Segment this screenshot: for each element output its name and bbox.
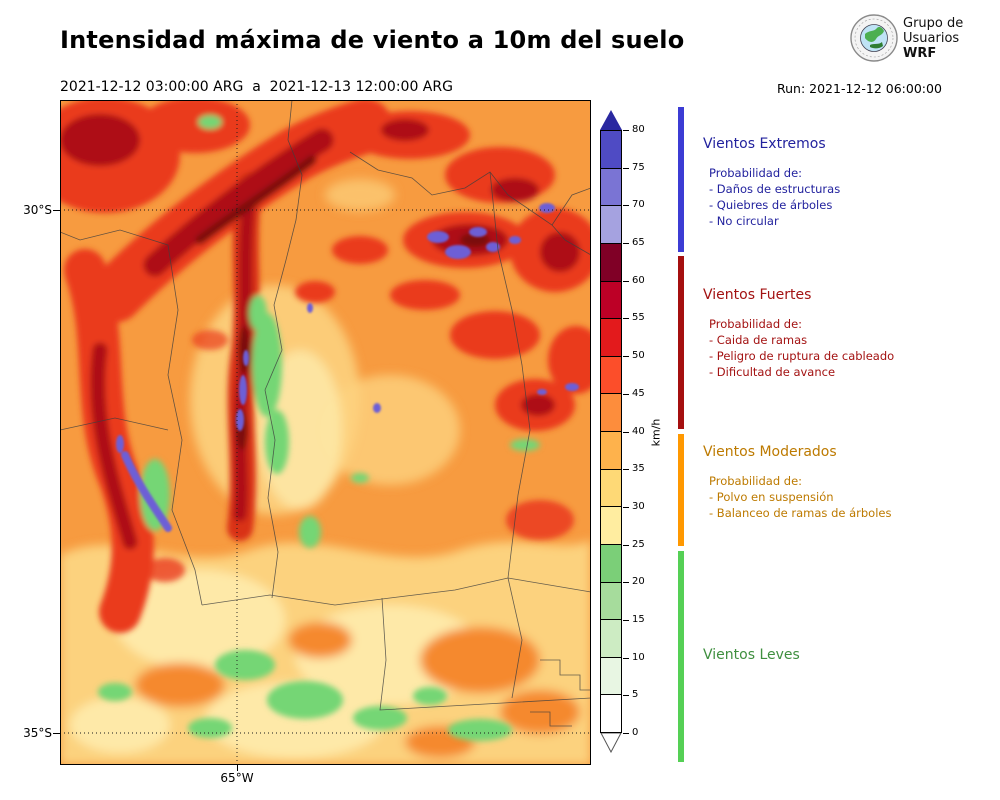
colorbar-tick-label: 5 — [622, 689, 639, 701]
legend-bar-moderados — [678, 434, 684, 546]
colorbar-ticks: 0 5 10 15 20 25 30 35 40 45 50 55 60 65 70 75 80 — [622, 125, 658, 738]
wind-intensity-map-svg — [60, 100, 591, 765]
colorbar-segment — [601, 280, 621, 319]
colorbar-segment — [601, 694, 621, 732]
legend-title-moderados: Vientos Moderados — [703, 444, 837, 460]
colorbar-tick-label: 0 — [622, 727, 639, 738]
legend-leves: Vientos Leves — [703, 647, 993, 676]
legend-moderados: Vientos Moderados Probabilidad de: - Pol… — [703, 444, 993, 521]
legend-item: - Balanceo de ramas de árboles — [709, 506, 892, 520]
colorbar-segment — [601, 167, 621, 206]
legend-item: - Daños de estructuras — [709, 182, 841, 196]
colorbar-tick-label: 40 — [623, 425, 645, 437]
colorbar-tick-label: 65 — [623, 237, 645, 249]
legend-title-leves: Vientos Leves — [703, 647, 800, 663]
legend-item: - Dificultad de avance — [709, 365, 836, 379]
colorbar-segments — [600, 130, 622, 733]
legend-title-extremos: Vientos Extremos — [703, 136, 826, 152]
legend-probability-label: Probabilidad de: — [709, 166, 803, 180]
wrf-logo-text: Grupo de Usuarios WRF — [903, 16, 963, 61]
wind-map — [60, 100, 591, 765]
colorbar-tick-label: 70 — [623, 199, 645, 211]
colorbar-segment — [601, 581, 621, 620]
legend-bar-fuertes — [678, 256, 684, 429]
lon-tick-label-65w: 65°W — [220, 771, 254, 785]
colorbar-segment — [601, 431, 621, 469]
lon-tick-mark-65w — [237, 765, 238, 771]
wrf-globe-icon — [850, 14, 898, 62]
logo-line-1: Grupo de — [903, 15, 964, 31]
forecast-period: 2021-12-12 03:00:00 ARG a 2021-12-13 12:… — [60, 79, 453, 95]
model-run-label: Run: 2021-12-12 06:00:00 — [777, 81, 942, 96]
legend-bar-leves — [678, 551, 684, 762]
colorbar-segment — [601, 393, 621, 431]
legend-fuertes: Vientos Fuertes Probabilidad de: - Caida… — [703, 287, 993, 380]
lat-tick-label-30s: 30°S — [23, 203, 52, 217]
colorbar-segment — [601, 318, 621, 356]
colorbar-tick-label: 20 — [623, 576, 645, 588]
logo-line-2: Usuarios — [903, 30, 960, 46]
colorbar-segment — [601, 656, 621, 695]
colorbar-segment — [601, 619, 621, 657]
colorbar-segment — [601, 355, 621, 394]
colorbar-tick-label: 80 — [623, 124, 645, 135]
colorbar-segment — [601, 131, 621, 168]
colorbar-tick-label: 45 — [623, 387, 645, 399]
lat-tick-label-35s: 35°S — [23, 726, 52, 740]
legend-title-fuertes: Vientos Fuertes — [703, 287, 812, 303]
colorbar — [600, 110, 622, 753]
colorbar-tick-label: 25 — [623, 538, 645, 550]
lat-tick-mark-35s — [53, 733, 60, 734]
colorbar-over-arrow — [600, 110, 622, 130]
legend-bar-extremos — [678, 107, 684, 252]
colorbar-tick-label: 10 — [623, 651, 645, 663]
lat-tick-mark-30s — [53, 210, 60, 211]
colorbar-tick-label: 55 — [623, 312, 645, 324]
legend-probability-label: Probabilidad de: — [709, 474, 803, 488]
logo-line-3: WRF — [903, 45, 937, 61]
colorbar-segment — [601, 506, 621, 544]
colorbar-under-arrow — [600, 733, 622, 753]
page-title: Intensidad máxima de viento a 10m del su… — [60, 26, 685, 54]
wrf-logo: Grupo de Usuarios WRF — [850, 14, 963, 62]
colorbar-tick-label: 30 — [623, 500, 645, 512]
colorbar-segment — [601, 543, 621, 582]
legend-item: - No circular — [709, 214, 779, 228]
colorbar-segment — [601, 205, 621, 243]
legend-item: - Peligro de ruptura de cableado — [709, 349, 895, 363]
colorbar-tick-label: 75 — [623, 161, 645, 173]
colorbar-tick-label: 35 — [623, 463, 645, 475]
colorbar-tick-label: 50 — [623, 350, 645, 362]
legend-probability-label: Probabilidad de: — [709, 317, 803, 331]
legend-item: - Caida de ramas — [709, 333, 808, 347]
colorbar-segment — [601, 468, 621, 507]
colorbar-tick-label: 60 — [623, 274, 645, 286]
colorbar-unit-label: km/h — [649, 418, 663, 447]
legend-extremos: Vientos Extremos Probabilidad de: - Daño… — [703, 136, 993, 229]
legend-item: - Quiebres de árboles — [709, 198, 833, 212]
legend-item: - Polvo en suspensión — [709, 490, 834, 504]
colorbar-under-arrow-shape — [600, 733, 622, 753]
colorbar-segment — [601, 242, 621, 281]
colorbar-tick-label: 15 — [623, 613, 645, 625]
